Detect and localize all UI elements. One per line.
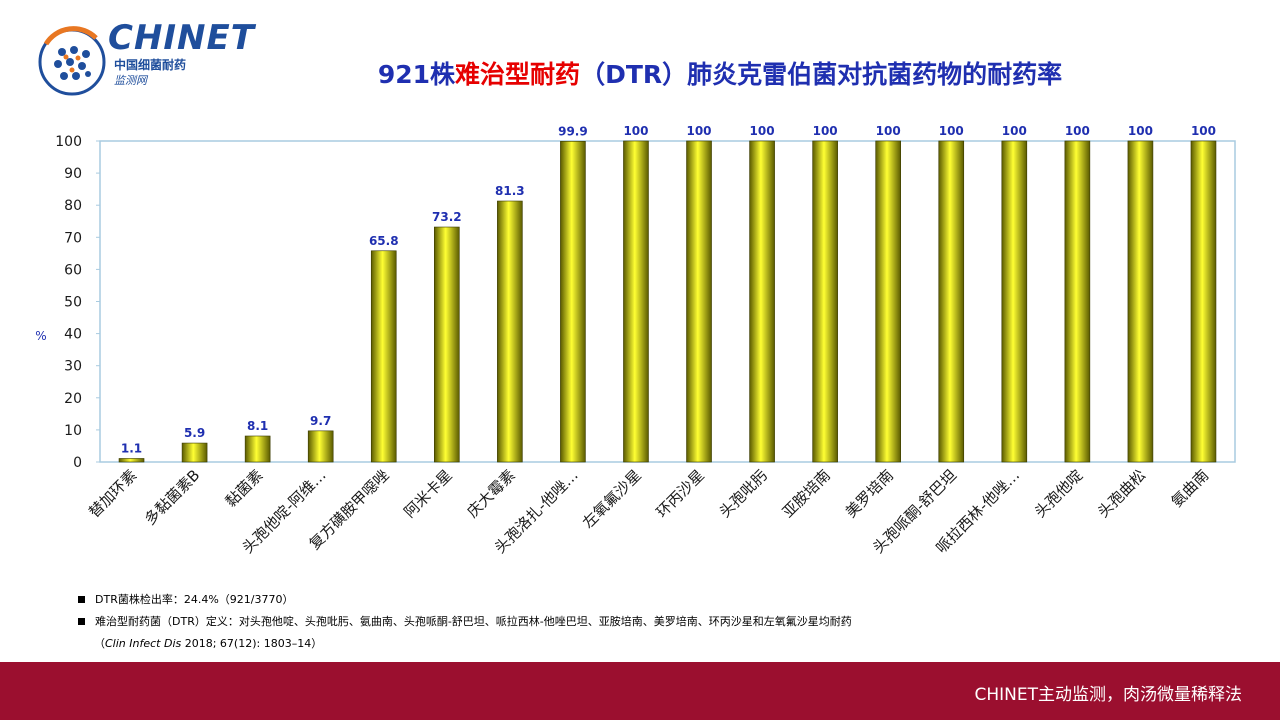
note-citation: （Clin Infect Dis 2018; 67(12): 1803–14） bbox=[78, 634, 852, 656]
y-tick-label: 20 bbox=[64, 391, 82, 407]
x-tick-label: 美罗培南 bbox=[842, 466, 897, 521]
x-tick-label: 环丙沙星 bbox=[653, 466, 708, 521]
bar bbox=[434, 226, 460, 463]
bullet-square-icon bbox=[78, 595, 85, 603]
bar bbox=[181, 442, 208, 463]
note-detection-rate: DTR菌株检出率：24.4%（921/3770） bbox=[78, 590, 852, 612]
citation-journal: Clin Infect Dis bbox=[105, 637, 182, 650]
bar bbox=[1190, 140, 1217, 463]
page-title: 921株难治型耐药（DTR）肺炎克雷伯菌对抗菌药物的耐药率 bbox=[0, 55, 1280, 91]
logo-wordmark: CHINET bbox=[108, 18, 255, 58]
y-tick-label: 50 bbox=[64, 295, 82, 311]
y-axis: 0 10 20 30 40 50 60 70 80 90 100 bbox=[55, 134, 100, 471]
bar bbox=[497, 200, 523, 463]
title-highlight: 难治型耐药 bbox=[455, 60, 581, 89]
bar-value-label: 100 bbox=[939, 124, 964, 138]
bar-value-label: 9.7 bbox=[310, 414, 331, 428]
bar bbox=[244, 435, 271, 463]
footer-text: CHINET主动监测，肉汤微量稀释法 bbox=[974, 685, 1242, 705]
title-part-3: （DTR）肺炎克雷伯菌对抗菌药物的耐药率 bbox=[580, 60, 1063, 89]
citation-rest: 2018; 67(12): 1803–14） bbox=[181, 637, 323, 650]
bar-value-label: 81.3 bbox=[495, 184, 525, 198]
x-tick-label: 阿米卡星 bbox=[400, 466, 455, 521]
y-tick-label: 70 bbox=[64, 230, 82, 246]
x-tick-label: 庆大霉素 bbox=[464, 466, 519, 521]
chinet-logo: CHINET 中国细菌耐药 监测网 bbox=[36, 18, 254, 98]
note-text: DTR菌株检出率：24.4%（921/3770） bbox=[95, 593, 294, 606]
bar bbox=[686, 140, 712, 463]
bar-value-label: 100 bbox=[876, 124, 901, 138]
logo-subtitle: 中国细菌耐药 bbox=[114, 58, 187, 72]
x-tick-label: 替加环素 bbox=[85, 466, 140, 521]
bar-value-label: 100 bbox=[686, 124, 711, 138]
bar bbox=[749, 140, 775, 463]
y-axis-title: % bbox=[35, 329, 46, 343]
bar-value-label: 73.2 bbox=[432, 210, 462, 224]
bar bbox=[1127, 140, 1154, 463]
x-tick-label: 氨曲南 bbox=[1168, 466, 1213, 511]
y-tick-label: 90 bbox=[64, 166, 82, 182]
bar bbox=[560, 141, 586, 463]
note-text: 难治型耐药菌（DTR）定义：对头孢他啶、头孢吡肟、氨曲南、头孢哌酮-舒巴坦、哌拉… bbox=[95, 615, 852, 628]
bar-value-label: 100 bbox=[1065, 124, 1090, 138]
bar bbox=[875, 140, 901, 463]
value-labels: 1.1 5.9 8.1 9.7 65.8 73.2 81.3 99.9 100 100 100 100… bbox=[121, 124, 1216, 455]
bar bbox=[1001, 140, 1028, 463]
bar-value-label: 8.1 bbox=[247, 419, 268, 433]
x-tick-label: 左氧氟沙星 bbox=[579, 466, 645, 532]
bar-value-label: 100 bbox=[750, 124, 775, 138]
bar bbox=[370, 250, 397, 463]
y-tick-label: 40 bbox=[64, 327, 82, 343]
bar bbox=[812, 140, 838, 463]
bars bbox=[118, 140, 1217, 463]
bullet-square-icon bbox=[78, 617, 85, 625]
bar bbox=[307, 430, 334, 463]
bar-value-label: 100 bbox=[1191, 124, 1216, 138]
bar-value-label: 65.8 bbox=[369, 234, 399, 248]
y-tick-label: 0 bbox=[73, 455, 82, 471]
bar-value-label: 5.9 bbox=[184, 426, 205, 440]
x-tick-label: 头孢他啶 bbox=[1031, 466, 1086, 521]
footnotes: DTR菌株检出率：24.4%（921/3770） 难治型耐药菌（DTR）定义：对… bbox=[78, 590, 852, 656]
note-dtr-definition: 难治型耐药菌（DTR）定义：对头孢他啶、头孢吡肟、氨曲南、头孢哌酮-舒巴坦、哌拉… bbox=[78, 612, 852, 634]
bar-value-label: 100 bbox=[1128, 124, 1153, 138]
bar bbox=[623, 140, 649, 463]
bar bbox=[1064, 140, 1091, 463]
x-tick-label: 头孢吡肟 bbox=[716, 466, 771, 521]
x-tick-label: 头孢曲松 bbox=[1094, 466, 1149, 521]
bar-value-label: 1.1 bbox=[121, 441, 142, 455]
citation-open: （ bbox=[94, 637, 105, 650]
logo-subtitle-2: 监测网 bbox=[114, 74, 147, 87]
bar-value-label: 100 bbox=[813, 124, 838, 138]
x-tick-label: 多黏菌素B bbox=[141, 466, 203, 528]
y-tick-label: 80 bbox=[64, 198, 82, 214]
y-tick-label: 60 bbox=[64, 262, 82, 278]
bar-value-label: 99.9 bbox=[558, 124, 588, 138]
footer-bar: CHINET主动监测，肉汤微量稀释法 bbox=[0, 662, 1280, 720]
globe-logo-icon bbox=[38, 26, 106, 96]
bar-value-label: 100 bbox=[623, 124, 648, 138]
title-part-1: 921株 bbox=[377, 60, 456, 89]
y-tick-label: 30 bbox=[64, 359, 82, 375]
y-tick-label: 100 bbox=[55, 134, 82, 150]
y-tick-label: 10 bbox=[64, 423, 82, 439]
bar bbox=[118, 458, 145, 463]
bar bbox=[938, 140, 965, 463]
x-tick-label: 黏菌素 bbox=[222, 466, 267, 511]
bar-chart: 0 10 20 30 40 50 60 70 80 90 100 1.1 5.9 8.1 9.7 65.8 7… bbox=[35, 124, 1236, 557]
bar-value-label: 100 bbox=[1002, 124, 1027, 138]
x-tick-label: 亚胺培南 bbox=[779, 466, 834, 521]
